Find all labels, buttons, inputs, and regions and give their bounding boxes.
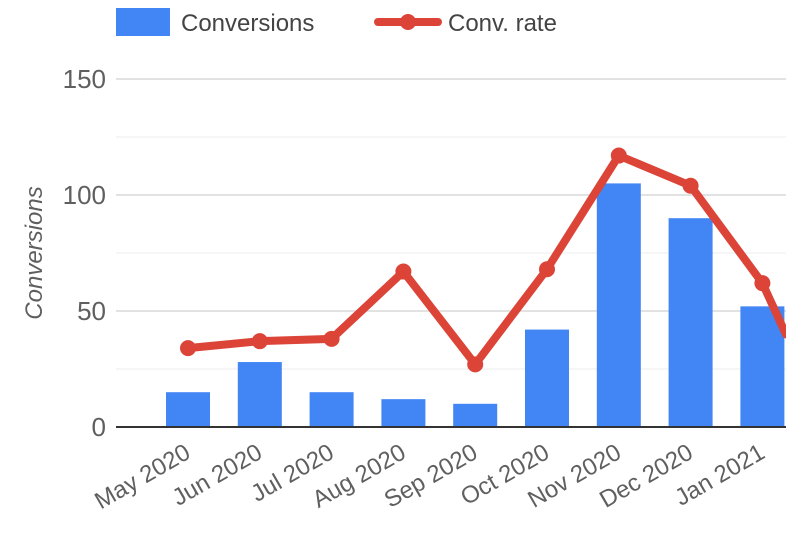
gridlines	[116, 78, 786, 370]
line-series	[180, 147, 786, 373]
conv-rate-point-jul-2020	[323, 330, 340, 347]
bar-oct-2020	[525, 329, 569, 427]
y-axis-title: Conversions	[21, 186, 48, 319]
conv-rate-point-aug-2020	[395, 263, 412, 280]
y-tick-label: 0	[92, 412, 106, 442]
bar-jul-2020	[309, 392, 354, 427]
conv-rate-line	[184, 151, 786, 369]
conv-rate-point-jun-2020	[251, 333, 268, 350]
legend-label-conversions: Conversions	[181, 10, 314, 37]
conv-rate-point-jan-2021	[754, 275, 771, 292]
bar-sep-2020	[453, 403, 498, 427]
y-tick-label: 50	[77, 296, 106, 326]
bar-jan-2021	[740, 306, 785, 427]
legend-label-conv-rate: Conv. rate	[448, 10, 557, 37]
conv-rate-point-oct-2020	[539, 261, 555, 278]
y-tick-label: 100	[63, 180, 106, 210]
conv-rate-point-nov-2020	[610, 147, 627, 164]
legend: Conversions Conv. rate	[116, 8, 557, 37]
conv-rate-point-sep-2020	[467, 356, 484, 373]
conv-rate-point-may-2020	[180, 340, 196, 357]
bar-may-2020	[166, 392, 210, 427]
conv-rate-point-dec-2020	[682, 177, 699, 194]
bar-aug-2020	[381, 399, 426, 427]
legend-swatch-dot	[400, 14, 416, 30]
bar-series	[166, 183, 785, 427]
bar-dec-2020	[668, 218, 713, 427]
bar-nov-2020	[596, 183, 641, 427]
bar-jun-2020	[237, 362, 282, 427]
y-tick-label: 150	[63, 64, 106, 94]
legend-swatch-conversions	[116, 8, 170, 36]
